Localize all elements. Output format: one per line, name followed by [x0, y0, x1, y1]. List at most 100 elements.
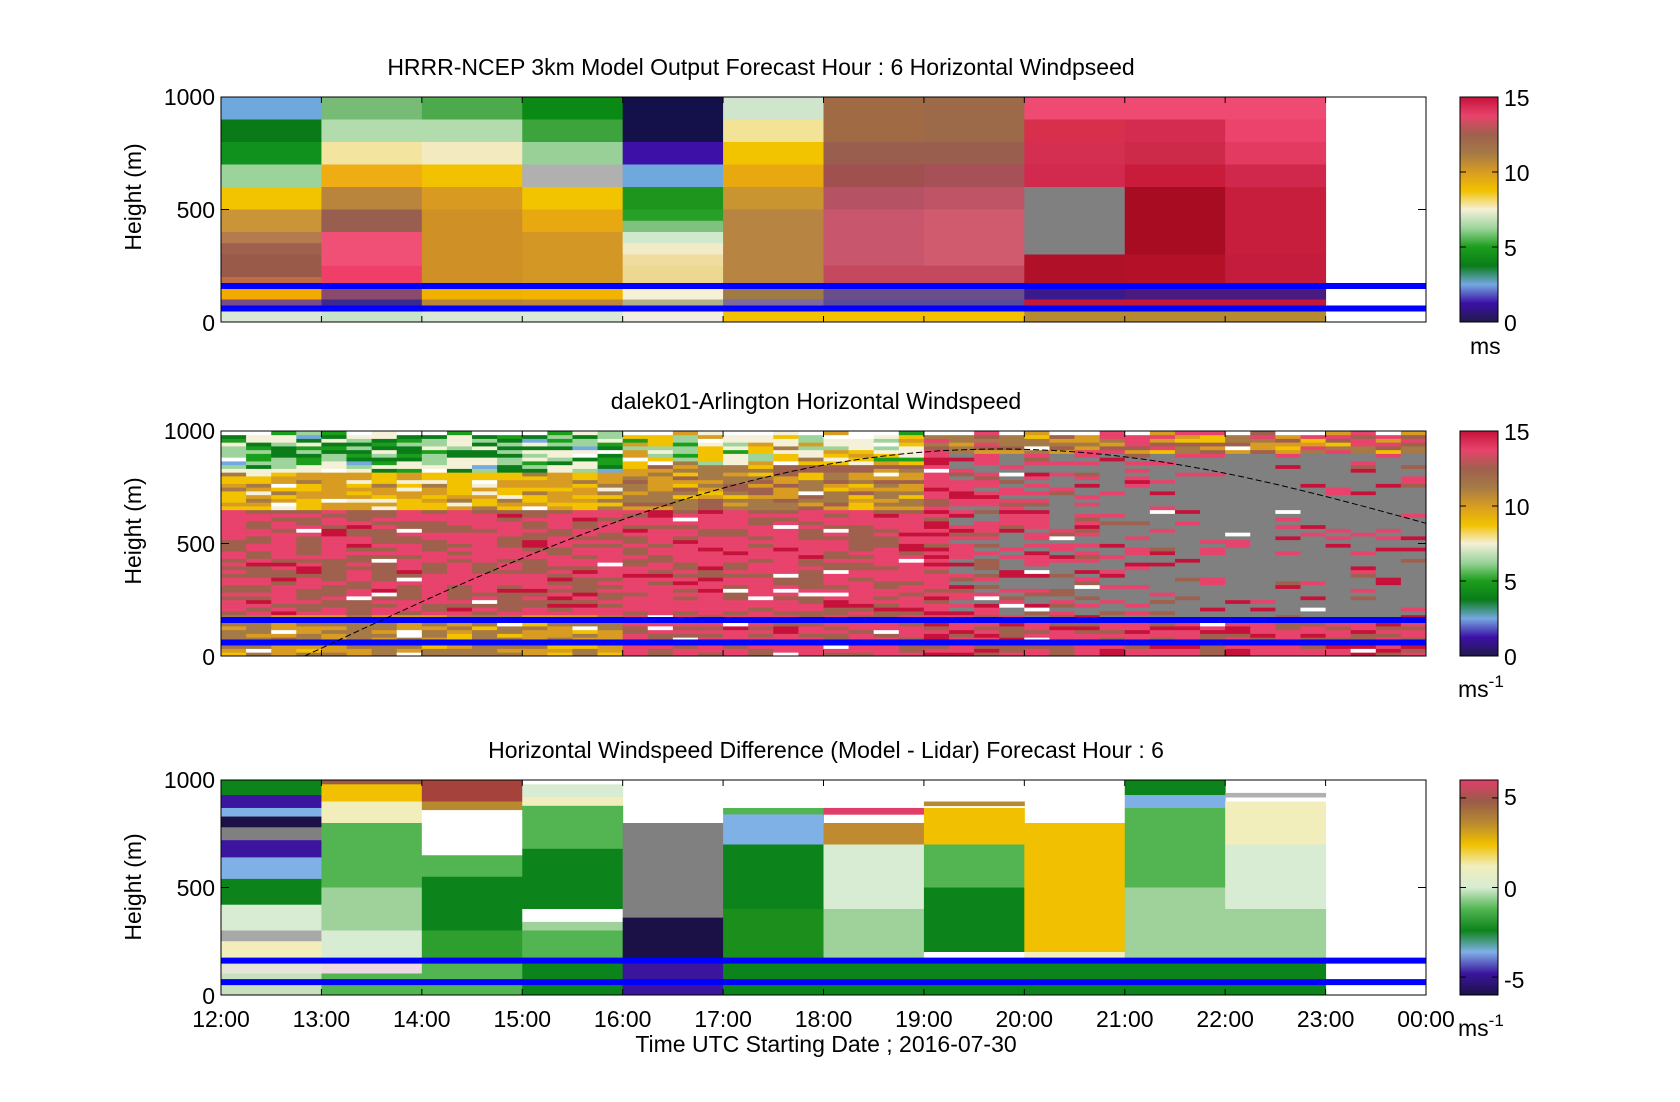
heatmap-cell [848, 652, 875, 657]
heatmap-cell [547, 547, 573, 552]
heatmap-cell [497, 468, 523, 473]
x-tick-label: 20:00 [996, 1006, 1054, 1032]
heatmap-cell [1049, 558, 1075, 563]
heatmap-cell [672, 491, 699, 496]
heatmap-cell [597, 532, 624, 537]
heatmap-cell [949, 532, 975, 537]
heatmap-cell [1149, 494, 1176, 499]
heatmap-cell [1124, 472, 1151, 477]
heatmap-cell [873, 539, 900, 544]
heatmap-cell [246, 457, 272, 462]
x-tick-label: 23:00 [1297, 1006, 1355, 1032]
heatmap-cell [1325, 573, 1352, 578]
heatmap-cell [547, 629, 573, 634]
heatmap-cell [1149, 626, 1176, 631]
heatmap-cell [1049, 506, 1075, 511]
heatmap-cell [1074, 648, 1101, 653]
heatmap-cell [371, 599, 398, 604]
heatmap-cell [1225, 449, 1251, 454]
heatmap-cell [748, 592, 774, 597]
heatmap-cell [1074, 431, 1101, 436]
heatmap-cell [923, 801, 1025, 807]
heatmap-cell [246, 573, 272, 578]
heatmap-cell [999, 626, 1025, 631]
heatmap-cell [1275, 569, 1301, 574]
heatmap-cell [522, 547, 548, 552]
heatmap-cell [823, 476, 849, 481]
heatmap-cell [647, 648, 674, 653]
heatmap-cell [1049, 581, 1075, 586]
heatmap-cell [748, 446, 774, 451]
heatmap-cell [949, 438, 975, 443]
heatmap-cell [1225, 592, 1251, 597]
heatmap-cell [1375, 528, 1402, 533]
heatmap-cell [1124, 611, 1151, 616]
heatmap-cell [1174, 457, 1201, 462]
heatmap-cell [647, 569, 674, 574]
heatmap-cell [1375, 637, 1402, 642]
heatmap-cell [1275, 472, 1301, 477]
heatmap-cell [1225, 607, 1251, 612]
heatmap-cell [547, 633, 573, 638]
heatmap-cell [999, 513, 1025, 518]
heatmap-cell [898, 584, 925, 589]
heatmap-cell [1149, 539, 1176, 544]
heatmap-cell [1099, 554, 1126, 559]
heatmap-cell [672, 494, 699, 499]
heatmap-cell [723, 909, 824, 964]
heatmap-cell [1174, 498, 1201, 503]
heatmap-cell [497, 566, 523, 571]
heatmap-cell [1074, 536, 1101, 541]
heatmap-cell [597, 457, 624, 462]
heatmap-cell [1275, 506, 1301, 511]
heatmap-cell [1400, 528, 1427, 533]
heatmap-cell [1174, 644, 1201, 649]
heatmap-cell [1350, 633, 1377, 638]
heatmap-cell [421, 573, 448, 578]
heatmap-cell [346, 502, 373, 507]
heatmap-cell [923, 607, 950, 612]
heatmap-cell [873, 453, 900, 458]
heatmap-cell [723, 596, 749, 601]
heatmap-cell [547, 479, 573, 484]
heatmap-cell [246, 494, 272, 499]
heatmap-cell [873, 614, 900, 619]
heatmap-cell [1074, 502, 1101, 507]
heatmap-cell [647, 524, 674, 529]
heatmap-cell [271, 569, 297, 574]
heatmap-cell [697, 461, 724, 466]
heatmap-cell [974, 629, 1000, 634]
heatmap-cell [748, 472, 774, 477]
heatmap-cell [823, 97, 925, 143]
heatmap-cell [221, 288, 322, 300]
heatmap-cell [748, 438, 774, 443]
heatmap-cell [1300, 528, 1326, 533]
heatmap-cell [873, 464, 900, 469]
heatmap-cell [1275, 626, 1301, 631]
heatmap-cell [1174, 584, 1201, 589]
heatmap-cell [923, 611, 950, 616]
heatmap-cell [1149, 536, 1176, 541]
heatmap-cell [798, 648, 824, 653]
heatmap-cell [547, 449, 573, 454]
heatmap-cell [1049, 528, 1075, 533]
heatmap-cell [999, 584, 1025, 589]
heatmap-cell [346, 472, 373, 477]
heatmap-cell [1149, 569, 1176, 574]
heatmap-cell [522, 784, 624, 798]
heatmap-cell [1400, 633, 1427, 638]
heatmap-cell [246, 543, 272, 548]
heatmap-cell [271, 509, 297, 514]
heatmap-cell [371, 521, 398, 526]
heatmap-cell [1024, 483, 1050, 488]
heatmap-cell [1124, 566, 1151, 571]
heatmap-cell [1250, 524, 1276, 529]
heatmap-cell [472, 588, 498, 593]
heatmap-cell [647, 449, 674, 454]
heatmap-cell [396, 468, 423, 473]
heatmap-cell [221, 209, 322, 233]
heatmap-cell [1200, 626, 1226, 631]
heatmap-cell [1325, 536, 1352, 541]
heatmap-cell [1275, 592, 1301, 597]
heatmap-cell [823, 521, 849, 526]
